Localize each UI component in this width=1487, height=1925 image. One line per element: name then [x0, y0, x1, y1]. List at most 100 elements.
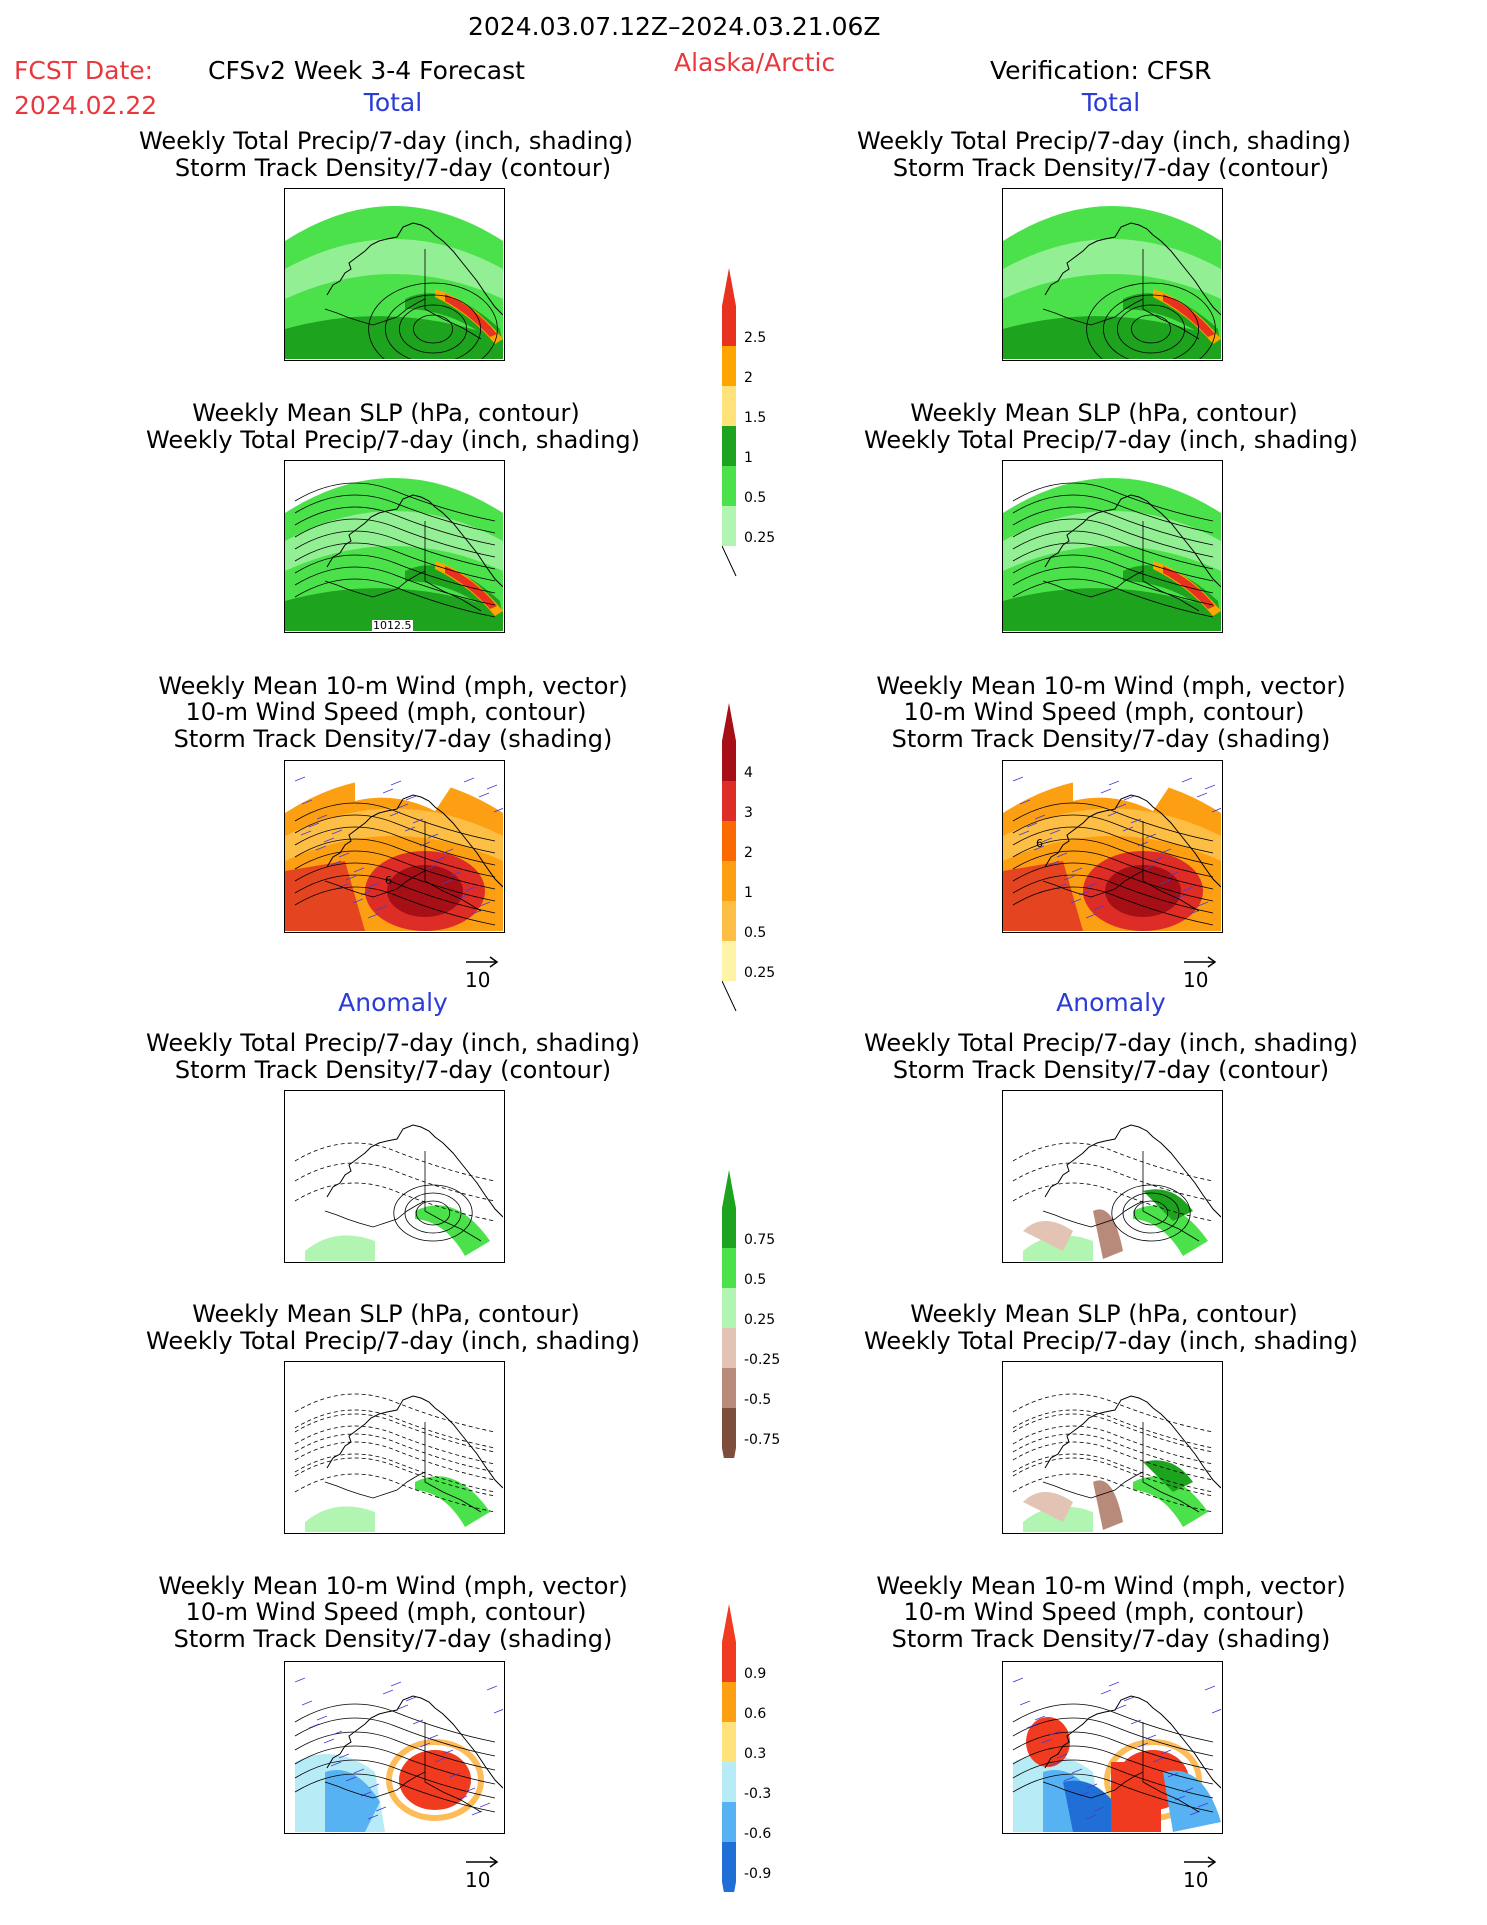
colorbar-tail [721, 545, 737, 577]
map-fcst-wind-storm [284, 760, 505, 933]
title-verif-anom-precip-storm-2: Storm Track Density/7-day (contour) [892, 1056, 1330, 1084]
title-verif-precip-storm-2: Storm Track Density/7-day (contour) [892, 154, 1330, 182]
colorbar-label: -0.5 [744, 1392, 772, 1408]
colorbar-precip-total: 2.5 2 1.5 1 0.5 0.25 [721, 268, 802, 577]
colorbar-swatch [722, 346, 736, 386]
section-anomaly-right: Anomaly [1056, 988, 1166, 1017]
colorbar-bottom-triangle [722, 1448, 736, 1486]
colorbar-swatch [722, 506, 736, 546]
colorbar-label: 0.6 [744, 1706, 767, 1722]
colorbar-swatch [722, 741, 736, 781]
colorbar-label: 0.25 [744, 530, 776, 546]
vector-ref-arrow-icon [1184, 1856, 1217, 1868]
title-verif-wind-3: Storm Track Density/7-day (shading) [891, 725, 1331, 753]
map-graphic [1003, 1108, 1221, 1261]
title-fcst-slp-1: Weekly Mean SLP (hPa, contour) [192, 399, 580, 427]
colorbar-swatch [722, 821, 736, 861]
map-graphic [285, 478, 503, 631]
title-fcst-wind-1: Weekly Mean 10-m Wind (mph, vector) [158, 672, 628, 700]
vector-ref-verif-anom: 10 [1183, 1856, 1217, 1892]
colorbar-label: -0.9 [744, 1866, 772, 1882]
colorbar-swatch [722, 861, 736, 901]
colorbar-storm-total: 4 3 2 1 0.5 0.25 [721, 703, 802, 1012]
colorbar-label: -0.25 [744, 1352, 781, 1368]
title-fcst-wind-2: 10-m Wind Speed (mph, contour) [185, 698, 587, 726]
slp-contour-label: 1012.5 [372, 619, 413, 632]
colorbar-top-triangle [722, 268, 736, 306]
colorbar-swatch [722, 1762, 736, 1802]
title-verif-anom-wind-2: 10-m Wind Speed (mph, contour) [903, 1598, 1305, 1626]
map-graphic [285, 1677, 503, 1832]
colorbar-swatches [721, 268, 737, 577]
section-total-left: Total [363, 88, 423, 117]
colorbar-label: 1.5 [744, 410, 767, 426]
vector-ref-arrow-icon [466, 1856, 499, 1868]
colorbar-swatch [722, 426, 736, 466]
colorbar-swatch [722, 386, 736, 426]
map-fcst-anom-slp-precip [284, 1361, 505, 1534]
section-total-right: Total [1081, 88, 1141, 117]
colorbar-label: 0.3 [744, 1746, 767, 1762]
map-graphic [285, 765, 503, 931]
colorbar-swatch [722, 1802, 736, 1842]
vector-ref-verif-total: 10 [1183, 956, 1217, 992]
colorbar-swatch [722, 1208, 736, 1248]
map-graphic [1003, 1379, 1221, 1532]
colorbar-label: 3 [744, 805, 753, 821]
vector-ref-fcst-total: 10 [465, 956, 499, 992]
colorbar-label: 0.9 [744, 1666, 767, 1682]
colorbar-swatches [721, 703, 737, 1012]
colorbar-label: -0.6 [744, 1826, 772, 1842]
colorbar-swatch [722, 306, 736, 346]
map-graphic [1003, 1677, 1221, 1832]
section-anomaly-left: Anomaly [338, 988, 448, 1017]
colorbar-swatch [722, 1368, 736, 1408]
colorbar-label: 0.75 [744, 1232, 776, 1248]
title-verif-slp-2: Weekly Total Precip/7-day (inch, shading… [863, 426, 1359, 454]
colorbar-swatches [722, 1170, 736, 1486]
colorbar-storm-anom: 0.9 0.6 0.3 -0.3 -0.6 -0.9 [722, 1604, 802, 1920]
map-verif-precip-storm [1002, 188, 1223, 361]
fcst-date-label: FCST Date: [14, 56, 154, 85]
colorbar-swatch [722, 1642, 736, 1682]
colorbar-label: 0.5 [744, 490, 767, 506]
title-anom-slp-2: Weekly Total Precip/7-day (inch, shading… [145, 1327, 641, 1355]
title-verif-anom-slp-2: Weekly Total Precip/7-day (inch, shading… [863, 1327, 1359, 1355]
colorbar-swatch [722, 1408, 736, 1448]
colorbar-label: 1 [744, 450, 753, 466]
title-verif-anom-slp-1: Weekly Mean SLP (hPa, contour) [910, 1300, 1298, 1328]
title-anom-precip-storm-1: Weekly Total Precip/7-day (inch, shading… [145, 1029, 641, 1057]
map-verif-anom-wind-storm [1002, 1661, 1223, 1834]
colorbar-swatch [722, 1248, 736, 1288]
title-verif-wind-1: Weekly Mean 10-m Wind (mph, vector) [876, 672, 1346, 700]
title-verif-wind-2: 10-m Wind Speed (mph, contour) [903, 698, 1305, 726]
map-verif-anom-slp-precip [1002, 1361, 1223, 1534]
colorbar-swatch [722, 466, 736, 506]
fcst-date: 2024.02.22 [14, 91, 158, 120]
map-fcst-anom-precip-storm [284, 1090, 505, 1263]
map-verif-wind-storm [1002, 760, 1223, 933]
colorbar-top-triangle [722, 703, 736, 741]
colorbar-swatch [722, 1288, 736, 1328]
vector-ref-value: 10 [465, 1868, 491, 1892]
colorbar-top-triangle [722, 1170, 736, 1208]
title-anom-wind-2: 10-m Wind Speed (mph, contour) [185, 1598, 587, 1626]
verification-label: Verification: CFSR [990, 56, 1212, 85]
map-graphic [285, 206, 503, 359]
vector-ref-fcst-anom: 10 [465, 1856, 499, 1892]
colorbar-label: 2 [744, 370, 753, 386]
vector-ref-value: 10 [1183, 968, 1209, 992]
colorbar-swatch [722, 1722, 736, 1762]
title-anom-precip-storm-2: Storm Track Density/7-day (contour) [174, 1056, 612, 1084]
wind-contour-label: 6 [385, 874, 392, 887]
vector-ref-arrow-icon [466, 956, 499, 968]
title-verif-anom-wind-1: Weekly Mean 10-m Wind (mph, vector) [876, 1572, 1346, 1600]
forecast-title: CFSv2 Week 3-4 Forecast [208, 56, 525, 85]
colorbar-label: -0.3 [744, 1786, 772, 1802]
colorbar-swatch [722, 1842, 736, 1882]
colorbar-tail [721, 980, 737, 1012]
date-range: 2024.03.07.12Z–2024.03.21.06Z [468, 12, 881, 41]
map-verif-slp-precip [1002, 460, 1223, 633]
map-fcst-slp-precip [284, 460, 505, 633]
title-fcst-precip-storm-1: Weekly Total Precip/7-day (inch, shading… [138, 127, 634, 155]
